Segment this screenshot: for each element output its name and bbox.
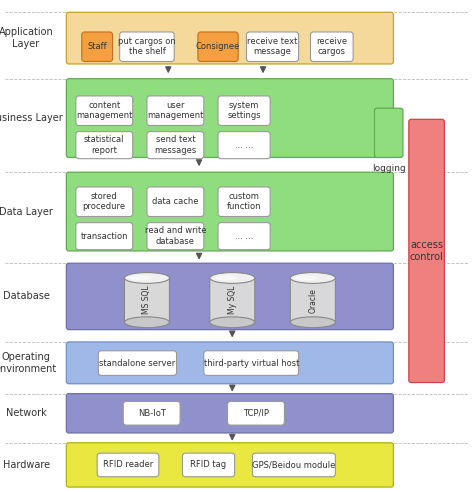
Text: Operating
environment: Operating environment (0, 352, 57, 373)
Ellipse shape (129, 276, 152, 280)
Text: Consignee: Consignee (196, 42, 240, 51)
FancyBboxPatch shape (76, 222, 133, 249)
Ellipse shape (210, 273, 255, 283)
FancyBboxPatch shape (124, 278, 170, 322)
FancyBboxPatch shape (66, 79, 393, 157)
FancyBboxPatch shape (218, 96, 270, 125)
Text: data cache: data cache (152, 197, 199, 206)
FancyBboxPatch shape (147, 187, 204, 216)
Text: RFID reader: RFID reader (103, 461, 153, 469)
Text: system
settings: system settings (228, 101, 261, 121)
Text: GPS/Beidou module: GPS/Beidou module (252, 461, 336, 469)
Text: Staff: Staff (87, 42, 107, 51)
FancyBboxPatch shape (310, 32, 353, 62)
Text: My SQL: My SQL (228, 286, 237, 314)
Text: standalone server: standalone server (100, 359, 175, 368)
FancyBboxPatch shape (147, 222, 204, 249)
Text: send text
messages: send text messages (154, 135, 197, 155)
FancyBboxPatch shape (204, 351, 299, 375)
FancyBboxPatch shape (228, 401, 284, 425)
FancyBboxPatch shape (66, 443, 393, 487)
FancyBboxPatch shape (76, 96, 133, 125)
Ellipse shape (295, 276, 318, 280)
Text: transaction: transaction (81, 232, 128, 241)
Text: ... ...: ... ... (235, 141, 253, 150)
FancyBboxPatch shape (198, 32, 238, 62)
Text: RFID tag: RFID tag (191, 461, 227, 469)
FancyBboxPatch shape (82, 32, 112, 62)
Text: Data Layer: Data Layer (0, 207, 53, 216)
Text: stored
procedure: stored procedure (83, 192, 126, 212)
Ellipse shape (290, 273, 336, 283)
Text: ... ...: ... ... (235, 232, 253, 241)
Text: Application
Layer: Application Layer (0, 28, 54, 49)
FancyBboxPatch shape (210, 278, 255, 322)
Text: statistical
report: statistical report (84, 135, 125, 155)
FancyBboxPatch shape (147, 96, 204, 125)
FancyBboxPatch shape (119, 32, 174, 62)
Text: user
management: user management (147, 101, 203, 121)
Text: Network: Network (6, 408, 46, 418)
FancyBboxPatch shape (66, 263, 393, 330)
FancyBboxPatch shape (218, 131, 270, 158)
FancyBboxPatch shape (76, 187, 133, 216)
FancyBboxPatch shape (66, 12, 393, 64)
FancyBboxPatch shape (66, 172, 393, 251)
FancyBboxPatch shape (218, 187, 270, 216)
Text: access
control: access control (410, 240, 444, 262)
FancyBboxPatch shape (123, 401, 180, 425)
FancyBboxPatch shape (374, 108, 403, 157)
Ellipse shape (210, 317, 255, 328)
FancyBboxPatch shape (98, 351, 176, 375)
Text: logging: logging (372, 164, 406, 173)
Text: Business Layer: Business Layer (0, 113, 63, 123)
FancyBboxPatch shape (97, 453, 159, 477)
FancyBboxPatch shape (252, 453, 336, 477)
Text: put cargos on
the shelf: put cargos on the shelf (118, 37, 176, 57)
Text: read and write
database: read and write database (145, 226, 206, 246)
Ellipse shape (124, 317, 169, 328)
Text: MS SQL: MS SQL (143, 286, 151, 314)
Text: receive
cargos: receive cargos (316, 37, 347, 57)
FancyBboxPatch shape (290, 278, 336, 322)
Ellipse shape (124, 273, 169, 283)
Text: third-party virtual host: third-party virtual host (203, 359, 299, 368)
Text: TCP/IP: TCP/IP (243, 409, 269, 418)
Text: Oracle: Oracle (309, 288, 317, 312)
FancyBboxPatch shape (182, 453, 235, 477)
Ellipse shape (290, 317, 336, 328)
Ellipse shape (214, 276, 237, 280)
FancyBboxPatch shape (246, 32, 299, 62)
FancyBboxPatch shape (66, 394, 393, 433)
FancyBboxPatch shape (218, 222, 270, 249)
FancyBboxPatch shape (76, 131, 133, 158)
Text: Hardware: Hardware (2, 460, 50, 470)
Text: content
management: content management (76, 101, 132, 121)
FancyBboxPatch shape (409, 119, 444, 383)
Text: Database: Database (3, 291, 49, 302)
FancyBboxPatch shape (66, 342, 393, 384)
Text: receive text
message: receive text message (247, 37, 298, 57)
Text: NB-IoT: NB-IoT (138, 409, 165, 418)
Text: custom
function: custom function (227, 192, 261, 212)
FancyBboxPatch shape (147, 131, 204, 158)
